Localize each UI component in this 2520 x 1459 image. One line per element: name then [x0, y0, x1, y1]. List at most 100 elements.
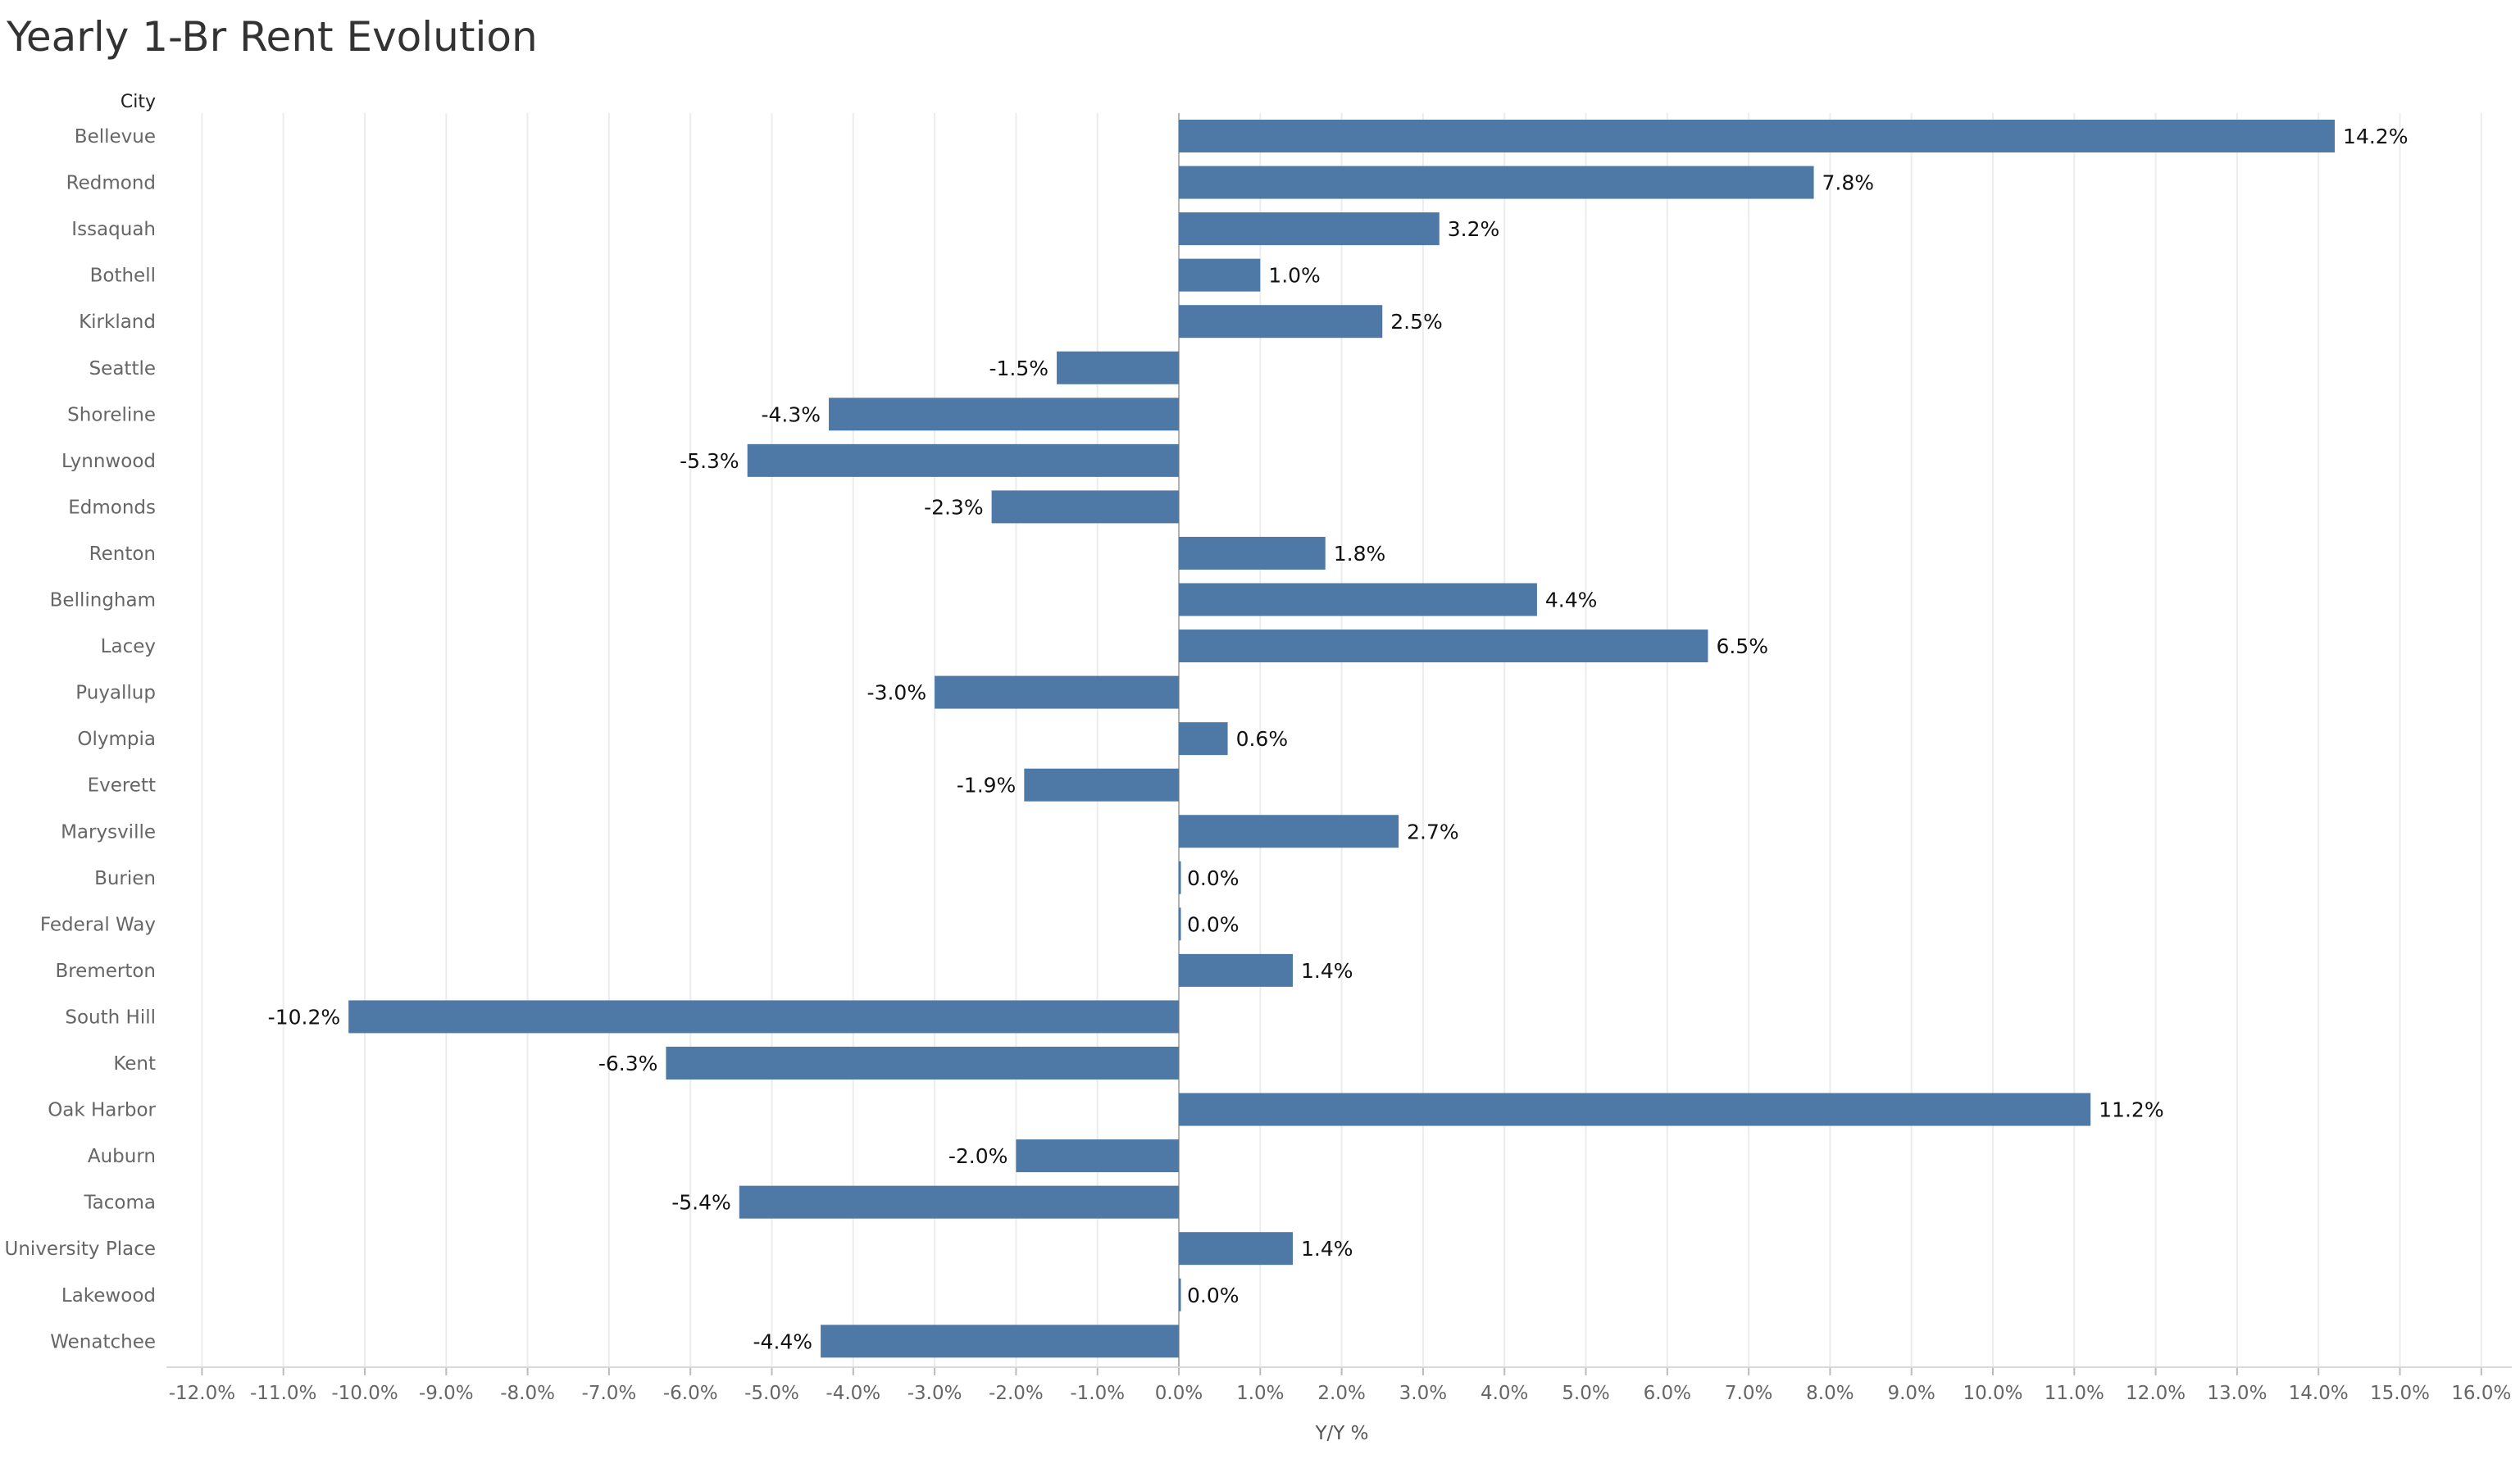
bar	[1179, 1232, 1294, 1266]
x-tick-label: 2.0%	[1317, 1383, 1365, 1404]
data-label: -5.3%	[680, 449, 739, 473]
x-tick-label: 0.0%	[1155, 1383, 1203, 1404]
category-label: Issaquah	[71, 219, 156, 240]
category-label: Lynnwood	[61, 451, 156, 472]
data-label: 0.6%	[1236, 727, 1289, 751]
bar	[1179, 953, 1294, 987]
x-tick-label: 5.0%	[1562, 1383, 1609, 1404]
category-label: Olympia	[77, 729, 156, 750]
category-label: Lakewood	[61, 1285, 156, 1307]
category-label: Lacey	[101, 636, 156, 657]
x-tick-label: 15.0%	[2370, 1383, 2430, 1404]
data-label: -5.4%	[671, 1191, 731, 1215]
x-tick-label: -2.0%	[989, 1383, 1044, 1404]
x-tick-label: -7.0%	[582, 1383, 637, 1404]
x-tick-label: 9.0%	[1887, 1383, 1935, 1404]
x-tick-label: 4.0%	[1481, 1383, 1528, 1404]
category-label: Everett	[88, 775, 156, 797]
bar	[1179, 907, 1181, 941]
category-label: University Place	[5, 1239, 156, 1260]
bar	[747, 443, 1179, 477]
category-label: Federal Way	[40, 914, 156, 935]
data-label: 1.8%	[1334, 542, 1386, 566]
data-label: 6.5%	[1716, 634, 1768, 658]
y-axis-title: City	[121, 92, 156, 112]
x-tick-label: 11.0%	[2045, 1383, 2104, 1404]
data-label: 1.0%	[1268, 264, 1321, 288]
bar	[1179, 630, 1708, 663]
data-label: 14.2%	[2343, 125, 2408, 148]
x-tick-label: -3.0%	[907, 1383, 962, 1404]
bar	[1179, 722, 1228, 756]
category-label: Marysville	[61, 821, 156, 843]
x-tick-label: 13.0%	[2207, 1383, 2267, 1404]
category-label: Oak Harbor	[48, 1100, 156, 1121]
data-label: -2.0%	[948, 1144, 1008, 1168]
x-tick-label: -1.0%	[1070, 1383, 1125, 1404]
data-label: 3.2%	[1448, 217, 1500, 241]
x-tick-label: 3.0%	[1399, 1383, 1447, 1404]
data-label: 0.0%	[1187, 866, 1240, 890]
category-label: Puyallup	[75, 683, 156, 704]
bar	[739, 1185, 1179, 1219]
data-label: 7.8%	[1822, 171, 1875, 195]
x-tick-label: 16.0%	[2451, 1383, 2511, 1404]
category-label: Bremerton	[55, 961, 156, 982]
bar	[1179, 1278, 1181, 1311]
bar	[1179, 1093, 2091, 1126]
category-label: Bellingham	[50, 590, 156, 611]
data-label: 2.7%	[1407, 820, 1459, 843]
x-tick-label: -12.0%	[169, 1383, 235, 1404]
chart-title: Yearly 1-Br Rent Evolution	[7, 13, 538, 61]
data-label: -3.0%	[867, 681, 927, 705]
bar	[1179, 536, 1326, 570]
category-label: Shoreline	[67, 404, 156, 425]
bar	[1179, 861, 1181, 894]
x-axis-title: Y/Y %	[1314, 1423, 1368, 1444]
category-label: Renton	[89, 543, 156, 565]
category-label: Bellevue	[75, 126, 156, 148]
gridlines	[201, 113, 2482, 1367]
x-tick-label: 6.0%	[1644, 1383, 1691, 1404]
bar	[829, 398, 1179, 431]
category-label: Auburn	[88, 1146, 156, 1167]
x-tick-label: -8.0%	[500, 1383, 555, 1404]
bar	[1179, 212, 1440, 246]
x-tick-label: -11.0%	[250, 1383, 316, 1404]
x-tick-label: 14.0%	[2289, 1383, 2349, 1404]
x-axis-ticks: -12.0% -11.0% -10.0% -9.0% -8.0% -7.0% -6.0% -5…	[166, 1366, 2512, 1404]
data-label: 0.0%	[1187, 912, 1240, 936]
category-label: Edmonds	[68, 497, 156, 518]
category-label: Bothell	[90, 266, 156, 287]
bar	[666, 1047, 1179, 1079]
x-tick-label: -4.0%	[826, 1383, 880, 1404]
bar	[1179, 583, 1537, 616]
data-label: -4.3%	[761, 402, 821, 426]
data-label: 4.4%	[1545, 589, 1598, 612]
data-label: -10.2%	[268, 1005, 340, 1029]
bar	[1179, 305, 1383, 339]
x-tick-label: -10.0%	[331, 1383, 398, 1404]
bar	[1179, 815, 1399, 848]
category-label: Wenatchee	[50, 1331, 156, 1352]
data-label: 1.4%	[1301, 959, 1353, 983]
x-tick-label: -6.0%	[663, 1383, 718, 1404]
bar	[1024, 768, 1179, 802]
x-tick-label: 8.0%	[1806, 1383, 1854, 1404]
x-tick-label: 1.0%	[1236, 1383, 1284, 1404]
x-tick-label: -5.0%	[744, 1383, 799, 1404]
category-label: Kent	[113, 1053, 156, 1075]
category-label: Kirkland	[79, 311, 156, 333]
data-label: -6.3%	[598, 1052, 658, 1075]
bar	[1179, 166, 1814, 199]
category-label: Redmond	[66, 173, 156, 194]
bar	[821, 1325, 1179, 1358]
x-tick-label: 10.0%	[1963, 1383, 2022, 1404]
data-label: -1.9%	[957, 774, 1017, 798]
x-tick-label: 12.0%	[2126, 1383, 2186, 1404]
bar	[991, 490, 1179, 524]
bar	[1057, 351, 1179, 384]
data-label: 1.4%	[1301, 1237, 1353, 1261]
category-label: Burien	[94, 868, 156, 889]
category-label: South Hill	[65, 1007, 156, 1028]
